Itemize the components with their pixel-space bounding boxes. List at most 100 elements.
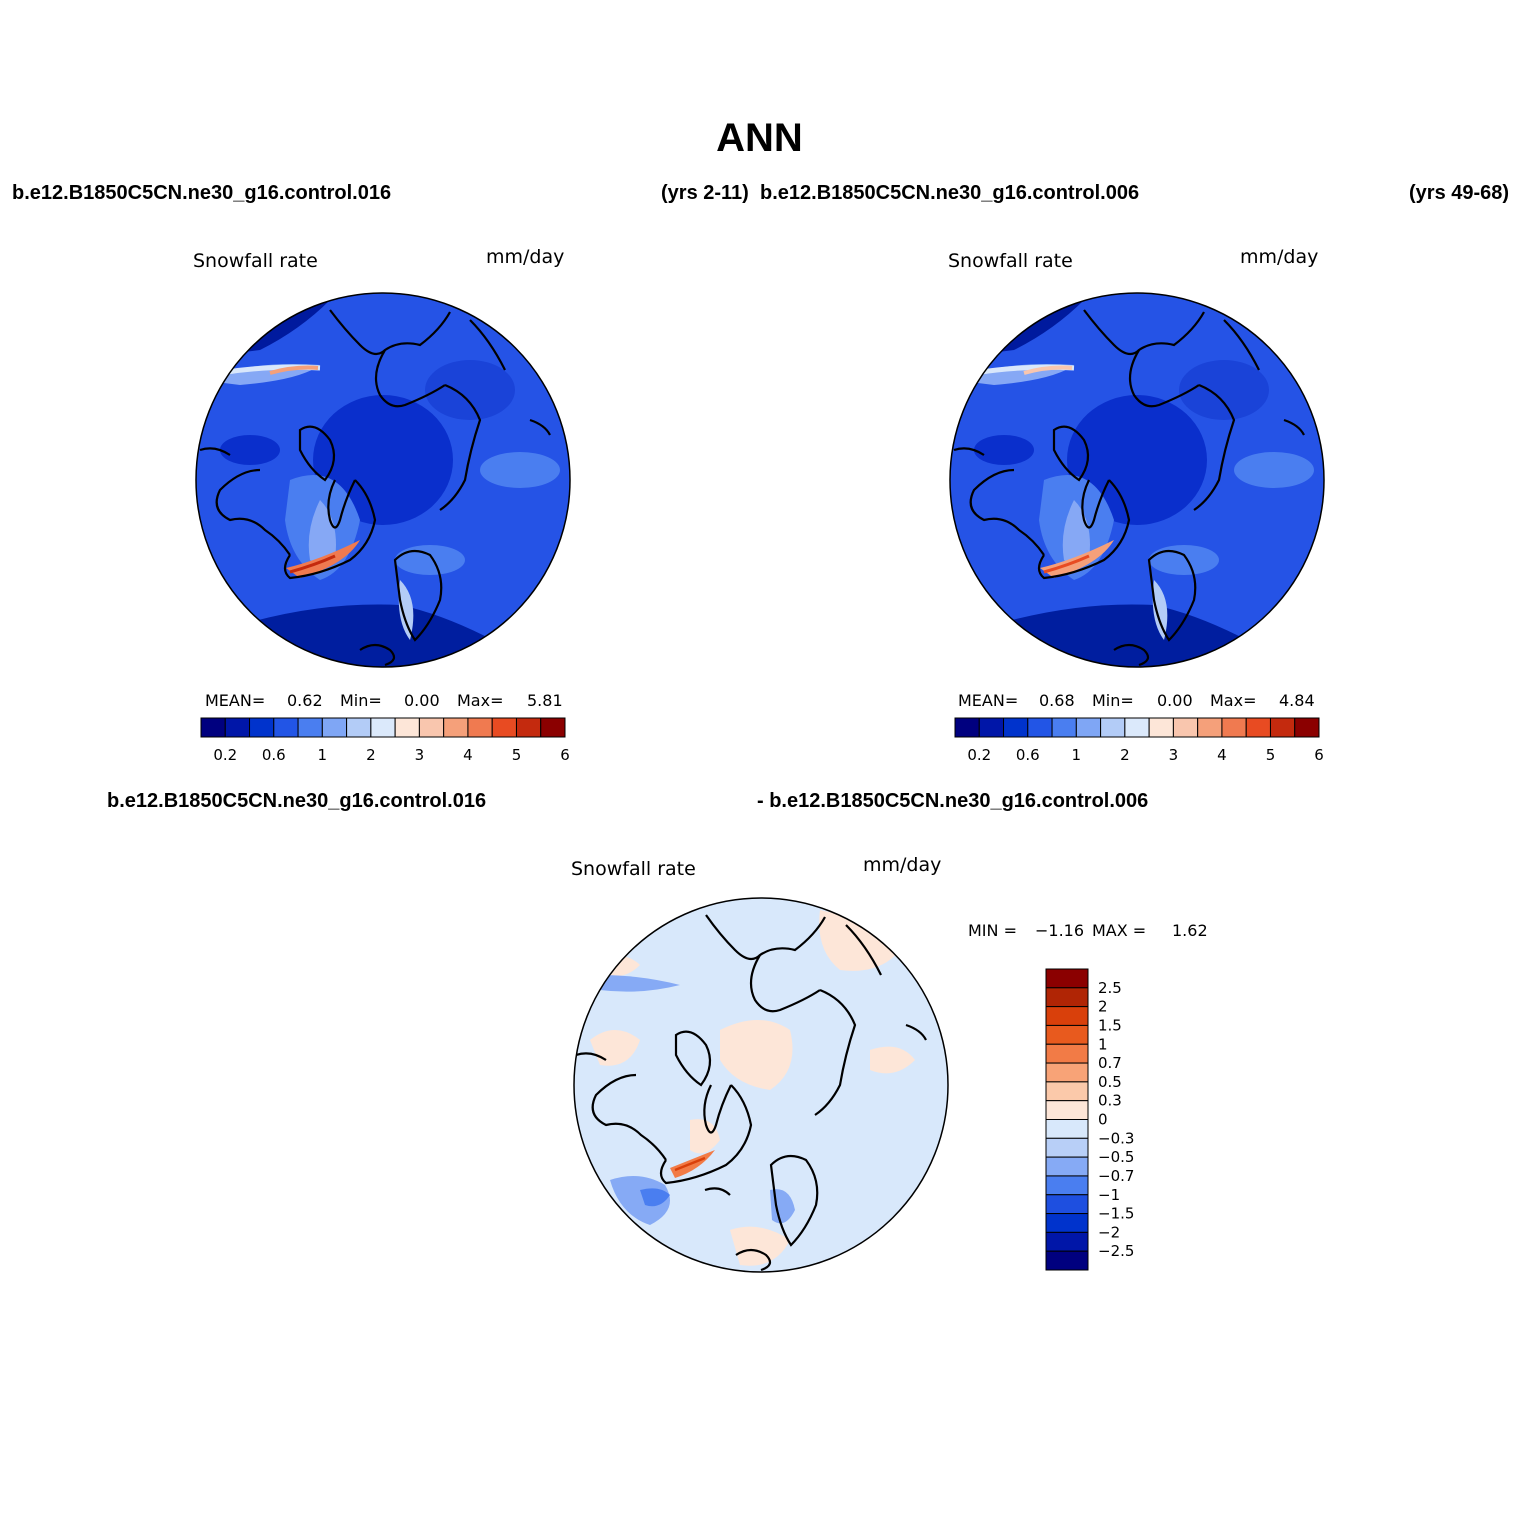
diff-colorbar: 2.521.510.70.50.30−0.3−0.5−0.7−1−1.5−2−2… [1045,968,1134,1271]
panel1-colorbar-box [346,717,372,738]
diff-colorbar-tick-label: 0.3 [1098,1092,1122,1110]
panel1-colorbar-box [249,717,275,738]
panel1-colorbar-box [418,717,445,738]
diff-colorbar-tick-label: 2.5 [1098,979,1122,997]
diff-colorbar-tick-label: 1 [1098,1035,1108,1053]
panel2-min-value: 0.00 [1157,691,1193,710]
diff-colorbar-tick-label: 0.7 [1098,1054,1122,1072]
diff-colorbar-box [1045,1137,1089,1158]
panel2-colorbar-box [1075,717,1102,738]
diff-colorbar-tick-label: −0.3 [1098,1129,1134,1147]
diff-colorbar-box [1045,1175,1089,1196]
panel1-colorbar-box [394,717,420,738]
panel2-colorbar-box [1100,717,1126,738]
panel1-colorbar-box [297,717,323,738]
panel1-units-label: mm/day [486,246,565,268]
panel1-colorbar-box [273,717,299,738]
panel1-colorbar-box [467,717,493,738]
panel1-colorbar-tick-label: 5 [512,746,522,764]
diff-colorbar-tick-label: −2.5 [1098,1242,1134,1260]
panel1-colorbar-tick-label: 0.2 [213,746,237,764]
diff-colorbar-tick-label: −0.5 [1098,1148,1134,1166]
diff-colorbar-tick-label: −2 [1098,1223,1120,1241]
diff-case-a: b.e12.B1850C5CN.ne30_g16.control.016 [107,790,487,812]
panel1-min-label: Min= [340,691,382,710]
diff-colorbar-tick-label: 2 [1098,998,1108,1016]
left-case-years: (yrs 2-11) [661,182,749,204]
panel1-colorbar-box [443,717,469,738]
diff-colorbar-box [1045,1100,1089,1120]
diff-colorbar-box [1045,1156,1089,1177]
panel3-map [573,897,949,1273]
diff-colorbar-tick-label: 0 [1098,1111,1108,1129]
panel1-map [195,292,571,668]
panel2-mean-label: MEAN= [958,691,1019,710]
panel1-min-value: 0.00 [404,691,440,710]
diff-colorbar-tick-label: −1.5 [1098,1205,1134,1223]
diff-case-b: - b.e12.B1850C5CN.ne30_g16.control.006 [757,790,1149,812]
diff-colorbar-box [1045,1194,1089,1215]
panel2-colorbar-tick-label: 5 [1266,746,1276,764]
diff-colorbar-tick-label: −1 [1098,1186,1120,1204]
right-case-years: (yrs 49-68) [1409,182,1510,204]
panel2-colorbar-box [1197,717,1223,738]
panel2-variable-label: Snowfall rate [948,250,1073,272]
panel2-mean-value: 0.68 [1039,691,1075,710]
panel1-colorbar-tick-label: 1 [318,746,328,764]
panel2-min-label: Min= [1092,691,1134,710]
right-case-name: b.e12.B1850C5CN.ne30_g16.control.006 [760,182,1140,204]
panel2-colorbar-box [954,717,980,738]
panel1-max-label: Max= [457,691,504,710]
panel1-mean-label: MEAN= [205,691,266,710]
diff-colorbar-box [1045,1024,1089,1045]
panel1-colorbar: 0.2 0.6 1 2 3 4 5 6 [200,717,570,764]
diff-colorbar-box [1045,1081,1089,1102]
panel3-max-value: 1.62 [1172,921,1208,940]
panel2-units-label: mm/day [1240,246,1319,268]
panel1-colorbar-tick-label: 2 [366,746,376,764]
panel3-variable-label: Snowfall rate [571,858,696,880]
panel2-colorbar-box [1148,717,1174,738]
panel2-colorbar-box [1221,717,1247,738]
panel2-colorbar-tick-label: 3 [1169,746,1179,764]
panel3-min-label: MIN = [968,921,1017,940]
diff-colorbar-box [1045,968,1089,989]
panel3-max-label: MAX = [1092,921,1147,940]
panel2-colorbar-box [1124,717,1150,738]
diff-colorbar-box [1045,1231,1089,1252]
figure-title: ANN [716,116,803,160]
panel2-colorbar-tick-label: 6 [1314,746,1324,764]
panel2-colorbar-box [1294,717,1320,738]
left-case-name: b.e12.B1850C5CN.ne30_g16.control.016 [12,182,392,204]
panel2-colorbar-box [1027,717,1053,738]
panel1-colorbar-box [321,717,348,738]
diff-colorbar-tick-label: −0.7 [1098,1167,1134,1185]
panel2-map [949,292,1325,668]
panel1-colorbar-tick-label: 4 [463,746,473,764]
diff-colorbar-box [1045,987,1089,1008]
panel1-colorbar-box [515,717,542,738]
panel1-variable-label: Snowfall rate [193,250,318,272]
diff-colorbar-tick-label: 1.5 [1098,1016,1122,1034]
panel2-colorbar-tick-label: 0.6 [1016,746,1040,764]
panel2-colorbar-tick-label: 4 [1217,746,1227,764]
diff-colorbar-box [1045,1119,1089,1139]
panel2-colorbar-tick-label: 2 [1120,746,1130,764]
panel2-colorbar-box [1172,717,1199,738]
panel2-colorbar-box [1245,717,1271,738]
panel2-max-value: 4.84 [1279,691,1315,710]
panel1-colorbar-box [370,717,396,738]
panel1-max-value: 5.81 [527,691,563,710]
panel2-colorbar-box [1269,717,1296,738]
panel2-colorbar-tick-label: 0.2 [967,746,991,764]
panel1-colorbar-tick-label: 3 [415,746,425,764]
diff-colorbar-tick-label: 0.5 [1098,1073,1122,1091]
panel3-units-label: mm/day [863,854,942,876]
panel1-colorbar-box [200,717,226,738]
diff-colorbar-box [1045,1006,1089,1026]
panel2-max-label: Max= [1210,691,1257,710]
diff-colorbar-box [1045,1213,1089,1233]
diff-colorbar-box [1045,1062,1089,1083]
panel2-colorbar-box [1051,717,1077,738]
